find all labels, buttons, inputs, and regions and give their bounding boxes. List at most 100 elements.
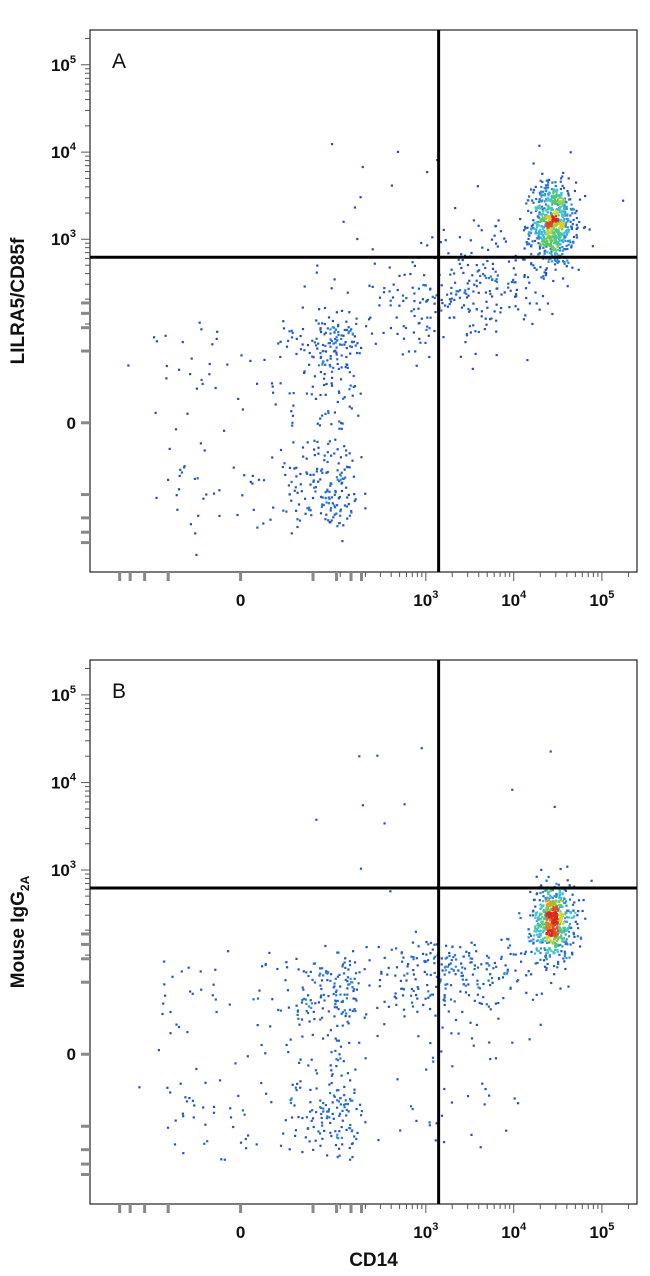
event-point (465, 950, 468, 953)
event-point (361, 804, 364, 807)
event-point (545, 912, 548, 915)
y-axis-title: Mouse IgG2A (8, 875, 32, 988)
event-point (539, 220, 542, 223)
event-point (566, 226, 570, 229)
event-point (319, 370, 322, 374)
event-point (559, 200, 562, 203)
event-point (328, 497, 331, 501)
event-point (440, 1050, 443, 1053)
event-point (433, 962, 436, 965)
minor-ticks (81, 667, 629, 1213)
event-point (315, 1087, 318, 1090)
event-point (485, 954, 489, 957)
event-point (504, 964, 507, 967)
event-point (333, 982, 336, 985)
event-point (560, 913, 563, 916)
event-point (350, 980, 353, 984)
event-point (326, 979, 329, 982)
event-point (547, 229, 550, 232)
event-point (488, 964, 491, 967)
event-point (346, 291, 349, 294)
event-point (265, 1092, 268, 1095)
event-point (446, 983, 449, 986)
event-point (560, 937, 564, 940)
event-point (569, 214, 572, 217)
event-point (320, 987, 323, 991)
event-point (264, 963, 267, 967)
event-point (480, 1002, 483, 1005)
event-point (345, 454, 348, 457)
event-point (551, 928, 554, 931)
event-point (319, 327, 322, 330)
event-point (312, 473, 315, 476)
event-point (180, 970, 183, 973)
event-point (341, 1119, 344, 1122)
event-point (540, 185, 543, 189)
event-point (556, 935, 559, 938)
event-point (322, 1102, 325, 1105)
event-point (347, 1110, 350, 1113)
event-point (310, 1058, 313, 1061)
event-point (433, 971, 436, 975)
event-point (309, 970, 312, 973)
event-point (549, 247, 552, 250)
event-point (564, 239, 567, 242)
x-tick-label: 104 (501, 1221, 527, 1242)
event-point (340, 489, 344, 493)
event-point (546, 235, 549, 238)
event-point (418, 337, 421, 340)
event-point (554, 935, 557, 938)
event-point (532, 188, 536, 191)
event-point (566, 213, 569, 216)
event-point (548, 904, 551, 907)
event-point (324, 497, 327, 500)
event-point (552, 279, 555, 283)
event-point (277, 342, 280, 345)
event-point (461, 259, 464, 262)
event-point (532, 942, 535, 945)
event-point (307, 1011, 310, 1015)
event-point (514, 281, 517, 284)
event-point (539, 218, 542, 221)
event-point (290, 336, 294, 339)
event-point (258, 989, 261, 992)
event-point (299, 483, 302, 486)
event-point (342, 1060, 345, 1063)
event-point (529, 934, 533, 937)
event-point (467, 294, 470, 297)
event-point (499, 311, 502, 314)
event-point (564, 900, 568, 903)
event-point (295, 509, 298, 512)
event-point (443, 1003, 446, 1007)
event-point (348, 405, 351, 408)
event-point (194, 532, 197, 535)
event-point (343, 993, 346, 996)
event-point (309, 509, 312, 512)
event-point (434, 1014, 437, 1017)
event-point (440, 309, 443, 312)
x-tick-label: 103 (413, 589, 438, 610)
event-point (344, 341, 347, 344)
event-point (571, 951, 574, 954)
event-point (572, 241, 575, 244)
event-point (374, 342, 377, 345)
event-point (325, 382, 328, 386)
event-point (549, 904, 552, 907)
event-point (541, 180, 544, 184)
event-point (197, 514, 200, 517)
event-point (548, 955, 551, 958)
event-point (553, 908, 556, 911)
event-point (543, 936, 547, 939)
event-point (542, 246, 545, 249)
event-point (333, 452, 336, 455)
x-axis-title: CD14 (349, 1250, 398, 1271)
event-point (556, 260, 559, 263)
event-point (336, 975, 339, 978)
event-point (270, 382, 274, 385)
event-point (563, 950, 566, 953)
event-point (346, 366, 349, 369)
event-point (442, 228, 445, 231)
event-point (422, 284, 425, 287)
event-point (478, 1001, 481, 1005)
event-point (359, 196, 362, 199)
